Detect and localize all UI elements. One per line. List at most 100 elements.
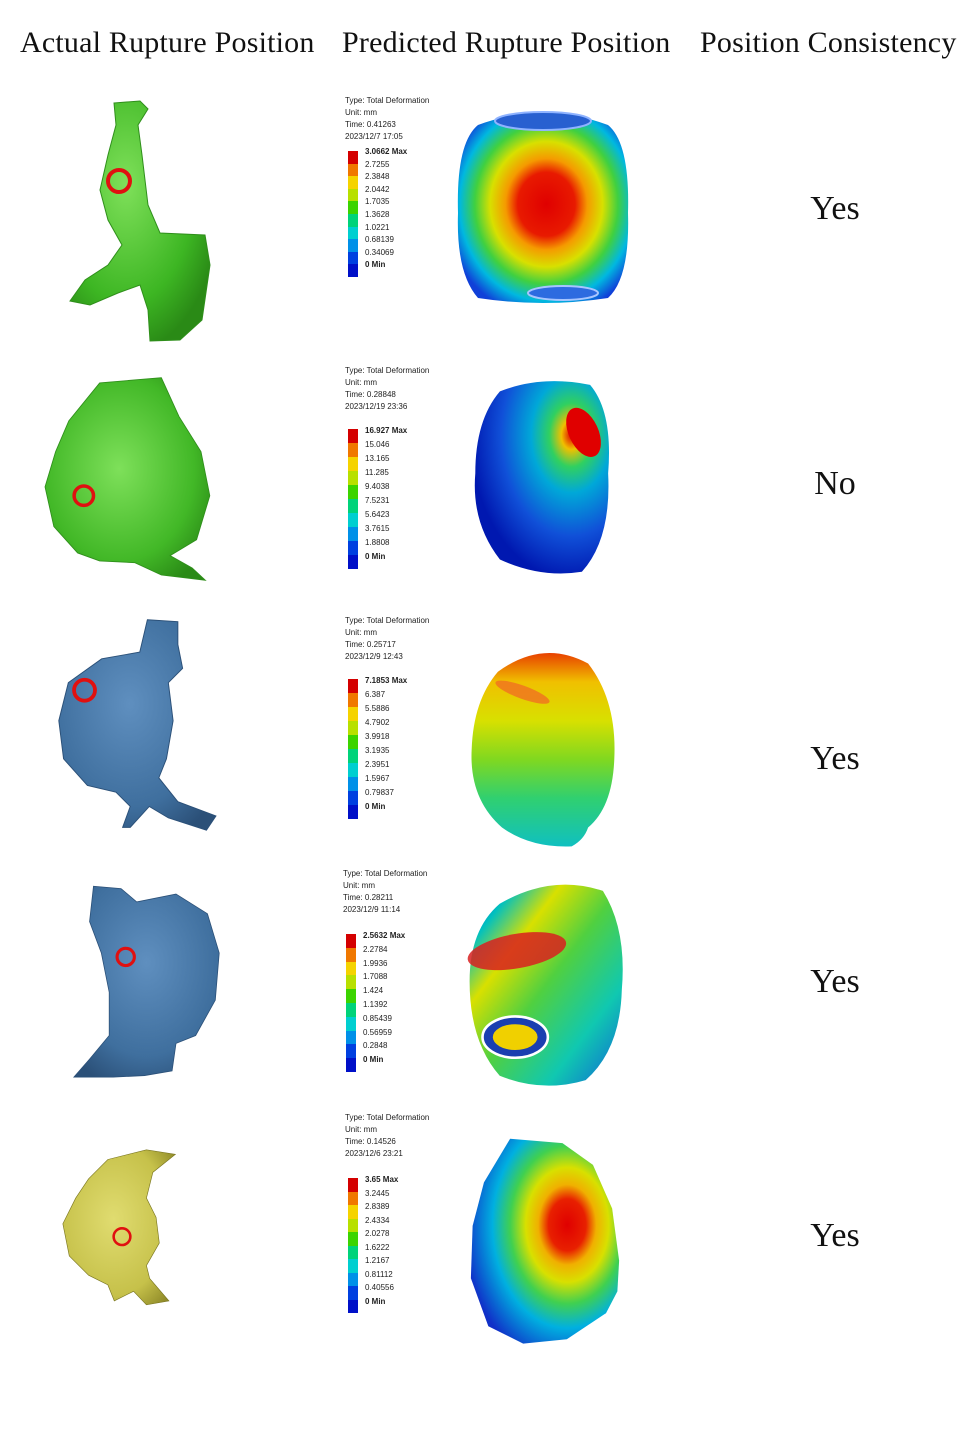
legend-level: 5.6423 [365,510,390,519]
legend-level: 15.046 [365,440,390,449]
comparison-row-3: Type: Total Deformation Unit: mm Time: 0… [0,615,976,860]
legend-level: 2.0278 [365,1229,390,1238]
rupture-marker [72,677,97,703]
legend-level: 1.1392 [363,999,388,1009]
legend-level: 2.7255 [365,159,390,169]
legend-time: Time: 0.28211 [343,893,394,902]
legend-date: 2023/12/9 12:43 [345,652,403,661]
legend-level: 0.79837 [365,788,394,797]
legend-level: 1.8808 [365,538,390,547]
legend-level: 0.68139 [365,235,394,245]
legend-level: 0 Min [365,802,386,811]
consistency-value: Yes [810,190,860,227]
deformation-heatmap-5 [470,1138,620,1344]
legend-level: 3.9918 [365,732,390,741]
legend-level: 1.0221 [365,222,390,232]
consistency-value: No [814,465,856,502]
legend-level: 5.5886 [365,704,390,713]
legend-level: 2.4334 [365,1215,390,1225]
legend-level: 4.7902 [365,718,390,727]
aneurysm-model-blue-4 [72,885,220,1078]
legend-level: 6.387 [365,690,386,699]
legend-level: 3.2445 [365,1188,390,1198]
legend-type: Type: Total Deformation [345,616,430,625]
legend-level: 7.5231 [365,496,390,505]
legend-level: 1.7035 [365,197,390,207]
rupture-marker [72,484,96,508]
legend-level: 1.5967 [365,774,390,783]
legend-level: 0.81112 [365,1269,393,1279]
legend-type: Type: Total Deformation [345,96,430,105]
header-position-consistency: Position Consistency [700,26,957,59]
legend-level: 2.0442 [365,184,390,194]
legend-level: 0.56959 [363,1027,392,1037]
legend-level: 0 Min [365,260,386,270]
comparison-row-5: Type: Total Deformation Unit: mm Time: 0… [0,1112,976,1352]
consistency-value: Yes [810,963,860,1000]
legend-type: Type: Total Deformation [343,869,428,878]
legend-level: 2.3848 [365,172,390,182]
legend-level: 2.3951 [365,760,390,769]
color-scale-bar [348,151,358,277]
legend-level: 0 Min [365,1296,386,1306]
legend-level: 0.2848 [363,1041,388,1051]
legend-level: 1.2167 [365,1256,390,1265]
deformation-legend: Type: Total Deformation Unit: mm Time: 0… [343,868,428,1072]
legend-level: 3.0662 Max [365,147,408,156]
legend-level: 1.424 [363,986,384,996]
legend-time: Time: 0.14526 [345,1137,396,1146]
legend-date: 2023/12/7 17:05 [345,132,403,141]
legend-time: Time: 0.28848 [345,390,396,399]
comparison-row-4: Type: Total Deformation Unit: mm Time: 0… [0,868,976,1096]
legend-level: 1.3628 [365,209,390,219]
legend-level: 0.40556 [365,1283,394,1292]
aneurysm-model-green-2 [44,377,211,581]
color-scale-bar [346,934,356,1072]
legend-level: 1.9936 [363,958,388,968]
rupture-marker [112,1227,132,1247]
aneurysm-model-green-1 [69,100,211,342]
legend-level: 7.1853 Max [365,676,408,685]
legend-level: 0.85439 [363,1013,392,1023]
deformation-legend: Type: Total Deformation Unit: mm Time: 0… [345,615,430,819]
legend-date: 2023/12/6 23:21 [345,1149,403,1158]
header-actual-rupture-position: Actual Rupture Position [20,26,315,59]
color-scale-bar [348,679,358,819]
legend-level: 2.5632 Max [363,931,406,940]
legend-level: 0.34069 [365,247,394,257]
deformation-heatmap-1 [457,111,629,303]
rupture-marker [106,168,132,194]
legend-date: 2023/12/9 11:14 [343,905,401,914]
rupture-marker [115,946,136,968]
color-scale-bar [348,429,358,569]
legend-type: Type: Total Deformation [345,1113,430,1122]
legend-level: 11.285 [365,468,389,477]
aneurysm-model-blue-3 [58,619,217,831]
legend-date: 2023/12/19 23:36 [345,402,408,411]
legend-level: 3.1935 [365,746,390,755]
legend-time: Time: 0.41263 [345,120,396,129]
legend-level: 9.4038 [365,482,390,491]
legend-type: Type: Total Deformation [345,366,430,375]
legend-level: 1.6222 [365,1242,390,1252]
legend-level: 13.165 [365,454,390,463]
comparison-row-2: Type: Total Deformation Unit: mm Time: 0… [0,365,976,605]
deformation-heatmap-2 [474,381,610,574]
comparison-row-1: Type: Total Deformation Unit: mm Time: 0… [0,95,976,355]
legend-level: 3.65 Max [365,1175,399,1184]
legend-time: Time: 0.25717 [345,640,396,649]
legend-level: 0 Min [365,552,386,561]
deformation-heatmap-3 [471,652,615,847]
consistency-value: Yes [810,740,860,777]
legend-unit: Unit: mm [345,378,377,387]
legend-level: 1.7088 [363,972,388,982]
deformation-legend: Type: Total Deformation Unit: mm Time: 0… [345,1112,430,1313]
legend-unit: Unit: mm [345,628,377,637]
deformation-heatmap-4 [467,884,623,1086]
legend-level: 0 Min [363,1055,384,1065]
legend-unit: Unit: mm [345,108,377,117]
deformation-legend: Type: Total Deformation Unit: mm Time: 0… [345,95,430,277]
legend-level: 2.2784 [363,944,388,954]
legend-level: 3.7615 [365,524,390,533]
deformation-legend: Type: Total Deformation Unit: mm Time: 0… [345,365,430,569]
